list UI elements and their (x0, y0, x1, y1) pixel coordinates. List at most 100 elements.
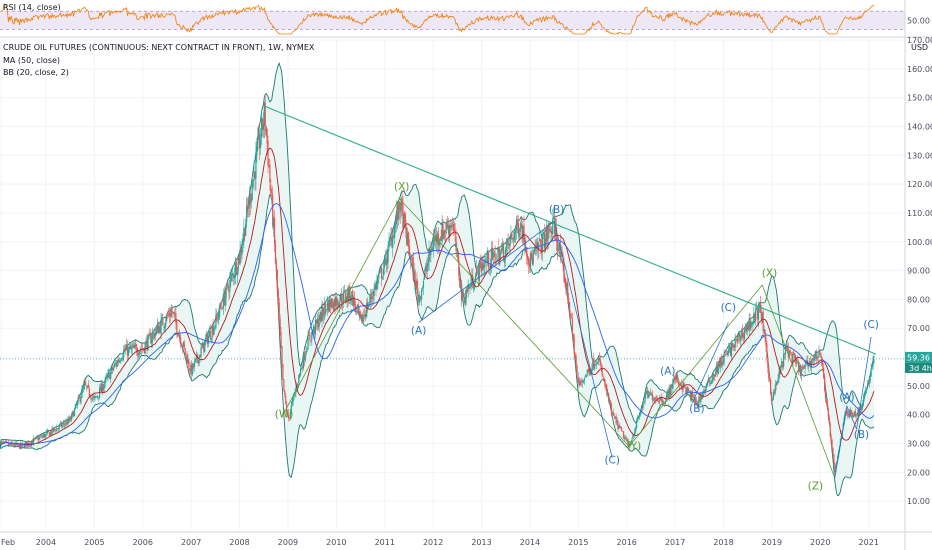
candle-body (741, 331, 743, 337)
candle-body (443, 230, 445, 238)
candle-body (462, 292, 465, 298)
candle-body (823, 376, 826, 391)
candle-body (869, 375, 871, 381)
candle-body (77, 397, 79, 402)
candle-body (217, 316, 219, 320)
candle-body (40, 435, 42, 437)
candle-body (739, 332, 741, 342)
candle-body (447, 224, 449, 228)
candle-body (822, 365, 824, 367)
candle-body (778, 371, 780, 379)
candle-body (598, 357, 600, 361)
candle-body (165, 322, 167, 327)
candle-body (371, 296, 373, 300)
candle-body (460, 283, 462, 289)
candle-body (783, 353, 786, 354)
bb-legend[interactable]: BB (20, close, 2) (3, 68, 69, 77)
candle-body (529, 253, 532, 268)
candle-body (199, 355, 201, 358)
candle-body (803, 367, 805, 369)
candle-body (409, 257, 412, 261)
candle-body (655, 397, 657, 399)
candle-body (132, 345, 134, 348)
currency-label[interactable]: USD (911, 43, 929, 52)
candle-body (353, 297, 355, 306)
candle-body (570, 316, 573, 318)
candle-body (404, 211, 406, 221)
candle-body (68, 418, 70, 421)
candle-body (309, 335, 311, 340)
candle-body (316, 319, 318, 324)
candle-body (47, 430, 49, 432)
candle-body (734, 339, 736, 348)
rsi-legend[interactable]: RSI (14, close) (3, 3, 61, 12)
candle-body (565, 280, 567, 290)
candle-body (372, 297, 374, 298)
y-tick-label: 50.00 (907, 382, 930, 391)
chart-title[interactable]: CRUDE OIL FUTURES (CONTINUOUS: NEXT CONT… (3, 43, 315, 52)
candle-body (280, 332, 282, 348)
candle-body (39, 436, 41, 438)
candle-body (712, 373, 714, 382)
candle-body (857, 409, 859, 416)
candle-body (259, 133, 261, 149)
candle-body (76, 401, 78, 406)
candle-body (425, 268, 427, 271)
candle-body (357, 304, 359, 313)
candle-body (285, 395, 287, 404)
candle-body (179, 336, 182, 345)
candle-body (279, 318, 281, 334)
candle-body (686, 387, 688, 395)
candle-body (221, 308, 224, 310)
candle-body (828, 417, 830, 423)
candle-body (58, 424, 61, 428)
wave-line (834, 336, 872, 479)
candle-body (650, 393, 653, 396)
candle-body (830, 435, 832, 441)
wave-label: (X) (762, 267, 777, 279)
candle-body (126, 345, 129, 356)
candle-body (756, 309, 759, 319)
candle-body (354, 304, 357, 311)
candle-body (526, 247, 528, 257)
candle-body (144, 343, 146, 354)
candle-body (834, 463, 836, 472)
candle-body (218, 314, 220, 318)
candle-body (865, 388, 868, 390)
candle-body (33, 438, 36, 440)
candle-body (692, 396, 694, 398)
ma-legend[interactable]: MA (50, close) (3, 56, 61, 65)
countdown-value: 3d 4h (909, 364, 932, 373)
candle-body (553, 217, 555, 219)
candle-body (729, 346, 732, 356)
candle-body (383, 258, 385, 268)
candle-body (522, 226, 524, 240)
candle-body (112, 367, 115, 371)
candle-body (380, 268, 382, 270)
candle-body (796, 361, 799, 363)
candle-body (541, 245, 543, 254)
candle-body (119, 361, 121, 362)
candle-body (401, 199, 403, 206)
wave-label: (A) (660, 365, 675, 377)
candle-body (474, 283, 476, 289)
candle-body (349, 287, 351, 301)
candle-body (242, 239, 244, 245)
candle-body (746, 322, 748, 331)
candle-body (726, 353, 728, 356)
candle-body (870, 368, 872, 377)
candle-body (493, 251, 495, 253)
candle-body (708, 379, 710, 383)
candle-body (426, 264, 428, 272)
wave-label: (X) (394, 181, 409, 193)
candle-body (709, 383, 711, 384)
candle-body (434, 237, 436, 241)
candle-body (340, 293, 342, 301)
candle-body (360, 314, 362, 318)
price-axis[interactable]: 10.0020.0030.0040.0050.0060.0070.0080.00… (904, 0, 932, 550)
time-axis[interactable]: Feb 2004 2005 2006 2007 2008 2009 2010 2011 2012 2… (0, 531, 932, 547)
candle-body (96, 396, 98, 398)
candle-body (569, 314, 572, 317)
candle-body (112, 367, 114, 370)
